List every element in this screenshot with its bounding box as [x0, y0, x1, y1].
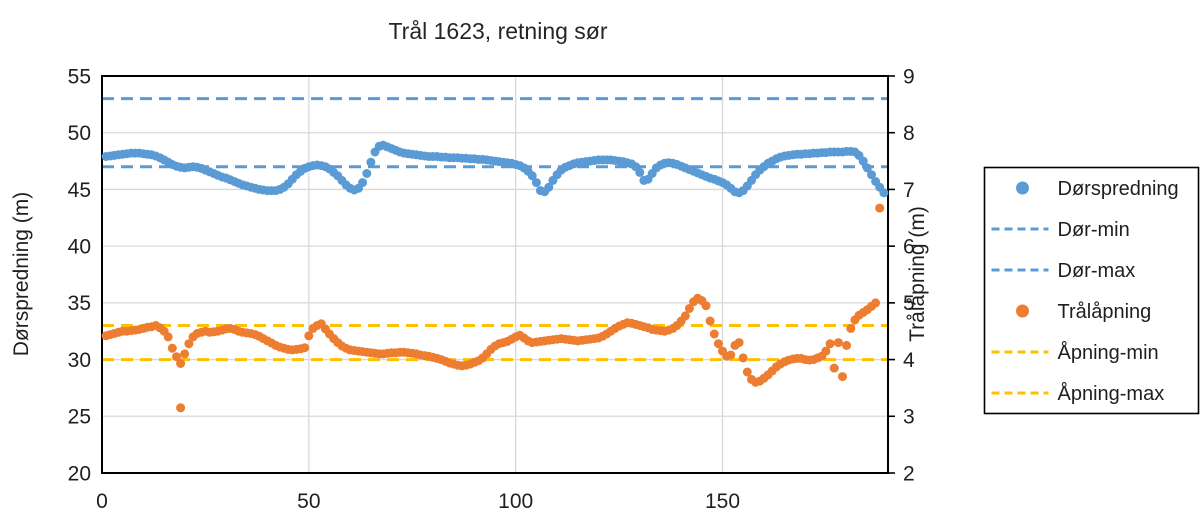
point-Dørspredning [362, 169, 372, 178]
x-tick-label: 0 [96, 490, 108, 513]
left-tick-label: 30 [68, 349, 91, 372]
point-Trålåpning [300, 343, 310, 353]
right-tick-label: 3 [903, 406, 915, 429]
right-tick-label: 7 [903, 179, 915, 202]
left-tick-label: 25 [68, 406, 91, 429]
left-tick-label: 50 [68, 122, 91, 145]
legend-item-label: Åpning-max [1058, 382, 1165, 405]
point-Dørspredning [366, 157, 376, 167]
point-Dørspredning [867, 170, 876, 180]
point-Trålåpning [738, 353, 748, 363]
left-tick-label: 40 [68, 235, 91, 258]
legend-item-label: Trålåpning [1058, 301, 1152, 323]
point-Dørspredning [879, 188, 889, 198]
left-tick-label: 35 [68, 292, 91, 315]
point-Trålåpning [172, 352, 181, 362]
point-Trålåpning [846, 323, 856, 333]
left-tick-label: 55 [68, 65, 91, 88]
point-Trålåpning [163, 332, 173, 342]
right-tick-label: 5 [903, 292, 915, 315]
point-Dørspredning [862, 163, 872, 173]
plot-border [101, 75, 889, 474]
x-tick-label: 150 [705, 490, 740, 513]
point-Trålåpning [167, 343, 177, 353]
right-tick-label: 4 [903, 349, 915, 372]
right-tick-label: 9 [903, 65, 915, 88]
point-Trålåpning [304, 331, 314, 341]
x-tick-label: 100 [498, 490, 533, 513]
series-Dørspredning [101, 140, 889, 198]
point-Trålåpning [833, 338, 843, 348]
point-Trålåpning [713, 339, 723, 349]
right-axis-title: Trålåpning (m) [906, 206, 929, 342]
right-tick-label: 6 [903, 235, 915, 258]
x-tick-label: 50 [297, 490, 320, 513]
point-Trålåpning [829, 363, 839, 373]
point-Dørspredning [527, 171, 537, 181]
legend-item: Dør-max [991, 260, 1136, 282]
point-Trålåpning [705, 316, 715, 326]
point-Trålåpning [726, 350, 736, 360]
point-Dørspredning [544, 182, 554, 192]
legend-item-label: Dørspredning [1058, 178, 1179, 200]
point-Trålåpning [684, 304, 694, 313]
point-Trålåpning [838, 372, 847, 382]
point-Trålåpning [871, 298, 881, 308]
left-tick-label: 20 [68, 462, 91, 485]
point-Trålåpning [176, 359, 186, 368]
point-Trålåpning [734, 338, 744, 348]
point-Trålåpning [176, 403, 186, 413]
point-Trålåpning [180, 349, 190, 359]
legend-item-label: Dør-max [1058, 260, 1136, 282]
point-Trålåpning [742, 367, 752, 377]
point-Trålåpning [184, 339, 194, 349]
legend-item: Dørspredning [1016, 178, 1179, 200]
right-tick-label: 8 [903, 122, 915, 145]
legend-item: Åpning-max [991, 382, 1165, 405]
orange-dot-marker [1016, 304, 1029, 318]
left-axis-title: Dørspredning (m) [10, 192, 33, 357]
point-Trålåpning [842, 340, 852, 350]
legend-item: Dør-min [991, 219, 1130, 241]
legend-box [983, 166, 1200, 415]
point-Trålåpning [680, 311, 690, 321]
point-Trålåpning [875, 203, 885, 213]
chart-title: Trål 1623, retning sør [388, 18, 607, 44]
legend-item: Åpning-min [991, 341, 1159, 364]
legend: Dørspredning Dør-min Dør-max Trålåpning Åpni… [983, 166, 1200, 415]
point-Trålåpning [701, 301, 711, 311]
legend-item: Trålåpning [1016, 301, 1151, 323]
point-Trålåpning [709, 329, 719, 339]
point-Trålåpning [821, 346, 831, 356]
point-Dørspredning [358, 178, 368, 188]
blue-dot-marker [1016, 181, 1029, 195]
point-Dørspredning [858, 156, 868, 166]
point-Dørspredning [635, 167, 645, 177]
point-Trålåpning [825, 339, 835, 349]
legend-item-label: Dør-min [1058, 219, 1130, 241]
left-tick-label: 45 [68, 179, 91, 202]
series-Trålåpning [101, 203, 885, 413]
legend-item-label: Åpning-min [1058, 341, 1159, 364]
right-tick-label: 2 [903, 462, 915, 485]
point-Dørspredning [531, 178, 541, 188]
